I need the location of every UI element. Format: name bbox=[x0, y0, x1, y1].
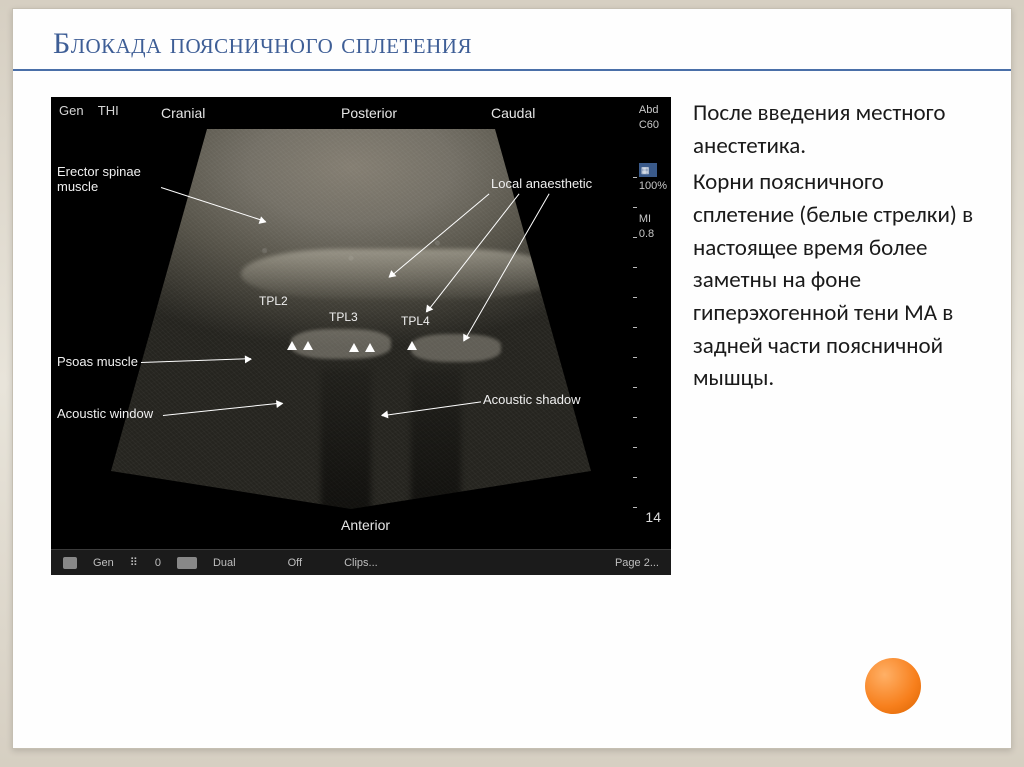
ultrasound-image: Gen THI Cranial Posterior Caudal Erect bbox=[51, 97, 671, 575]
root-marker bbox=[303, 341, 313, 350]
tpl-echo-2 bbox=[411, 334, 501, 362]
meta-probe: Abd bbox=[639, 103, 667, 118]
us-mode-thi: THI bbox=[98, 103, 119, 118]
meta-preset: C60 bbox=[639, 118, 667, 133]
meta-box: ▦ bbox=[639, 163, 657, 177]
label-erector: Erector spinae muscle bbox=[57, 165, 141, 195]
tb-zero: 0 bbox=[155, 557, 161, 569]
slide-title: Блокада поясничного сплетения bbox=[53, 27, 971, 61]
acoustic-shadow-2 bbox=[411, 369, 461, 529]
dual-icon bbox=[177, 557, 197, 569]
root-marker bbox=[287, 341, 297, 350]
paragraph-1: После введения местного анестетика. bbox=[693, 97, 979, 162]
orient-anterior: Anterior bbox=[341, 517, 390, 533]
label-psoas: Psoas muscle bbox=[57, 355, 138, 370]
paragraph-2: Корни поясничного сплетение (белые стрел… bbox=[693, 166, 979, 395]
orient-caudal: Caudal bbox=[491, 105, 535, 121]
orient-posterior: Posterior bbox=[341, 105, 397, 121]
label-local: Local anaesthetic bbox=[491, 177, 592, 192]
meta-mi-val: 0.8 bbox=[639, 227, 667, 242]
acoustic-shadow-1 bbox=[321, 369, 371, 529]
meta-mi: MI bbox=[639, 212, 667, 227]
depth-scale bbox=[633, 177, 637, 515]
root-marker bbox=[407, 341, 417, 350]
body-text: После введения местного анестетика. Корн… bbox=[693, 97, 979, 575]
us-meta: Abd C60 ▦ 100% MI 0.8 bbox=[639, 103, 667, 241]
label-tpl4: TPL4 bbox=[401, 315, 430, 329]
root-marker bbox=[349, 343, 359, 352]
title-bar: Блокада поясничного сплетения bbox=[13, 9, 1011, 71]
tb-gen: Gen bbox=[93, 557, 114, 569]
tb-clips: Clips... bbox=[344, 557, 378, 569]
label-tpl3: TPL3 bbox=[329, 311, 358, 325]
root-marker bbox=[365, 343, 375, 352]
accent-dot bbox=[865, 658, 921, 714]
tb-page: Page 2... bbox=[615, 557, 659, 569]
us-mode-gen: Gen bbox=[59, 103, 84, 118]
orient-cranial: Cranial bbox=[161, 105, 205, 121]
us-mode: Gen THI bbox=[59, 103, 119, 118]
tb-off: Off bbox=[288, 557, 302, 569]
us-toolbar: Gen ⠿ 0 Dual Off Clips... Page 2... bbox=[51, 549, 671, 575]
tb-dots-icon: ⠿ bbox=[130, 556, 139, 569]
meta-gain: 100% bbox=[639, 179, 667, 194]
slide: Блокада поясничного сплетения Gen THI Cr… bbox=[12, 8, 1012, 749]
depth-number: 14 bbox=[645, 509, 661, 525]
toolbar-icon bbox=[63, 557, 77, 569]
label-acshadow: Acoustic shadow bbox=[483, 393, 581, 408]
content-row: Gen THI Cranial Posterior Caudal Erect bbox=[13, 71, 1011, 599]
label-tpl2: TPL2 bbox=[259, 295, 288, 309]
tb-dual: Dual bbox=[213, 557, 236, 569]
label-acwindow: Acoustic window bbox=[57, 407, 153, 422]
